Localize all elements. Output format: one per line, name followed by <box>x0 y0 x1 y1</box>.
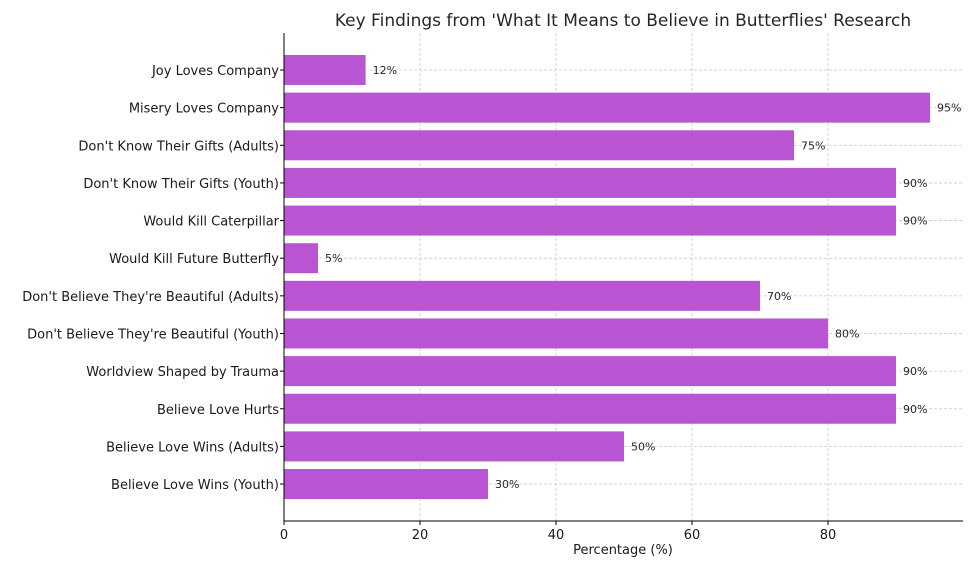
category-label: Would Kill Caterpillar <box>143 215 279 230</box>
category-label: Don't Believe They're Beautiful (Youth) <box>27 327 279 342</box>
bar-value-label: 5% <box>325 252 342 265</box>
bar-value-label: 95% <box>937 102 961 115</box>
bars: 12% 95% 75% 90% 90% 5% 70% 80% 90% 90% 50% 30% <box>284 55 961 500</box>
category-label: Don't Know Their Gifts (Adults) <box>78 139 279 154</box>
category-label: Would Kill Future Butterfly <box>109 252 279 267</box>
x-tick-label: 80 <box>820 528 837 543</box>
x-tick-label: 0 <box>280 528 288 543</box>
bar-value-label: 90% <box>903 365 927 378</box>
bar <box>284 92 930 123</box>
bar <box>284 55 366 85</box>
bar-value-label: 12% <box>373 64 397 77</box>
category-labels: Joy Loves Company Misery Loves Company Don… <box>22 64 279 493</box>
category-label: Believe Love Wins (Youth) <box>111 478 279 493</box>
bar <box>284 243 318 274</box>
chart-title: Key Findings from 'What It Means to Beli… <box>335 11 911 31</box>
category-label: Believe Love Wins (Adults) <box>106 440 279 455</box>
category-label: Misery Loves Company <box>129 102 279 117</box>
bar <box>284 167 896 198</box>
bar-value-label: 80% <box>835 327 859 340</box>
bar-value-label: 90% <box>903 403 927 416</box>
bar <box>284 393 896 424</box>
bar-value-label: 90% <box>903 215 927 228</box>
x-tick-label: 60 <box>684 528 701 543</box>
bar-value-label: 70% <box>767 290 791 303</box>
axes <box>283 33 963 522</box>
bar-value-label: 90% <box>903 177 927 190</box>
bar <box>284 130 794 161</box>
category-label: Believe Love Hurts <box>157 403 279 418</box>
category-label: Don't Believe They're Beautiful (Adults) <box>22 290 279 305</box>
x-ticks: 0 20 40 60 80 <box>280 69 837 543</box>
category-label: Don't Know Their Gifts (Youth) <box>83 177 279 192</box>
category-label: Worldview Shaped by Trauma <box>86 365 279 380</box>
x-tick-label: 40 <box>548 528 565 543</box>
bar <box>284 431 624 462</box>
x-tick-label: 20 <box>412 528 429 543</box>
bar-value-label: 30% <box>495 478 519 491</box>
bar <box>284 356 896 387</box>
bar <box>284 318 828 349</box>
bar-value-label: 75% <box>801 139 825 152</box>
x-axis-label: Percentage (%) <box>573 543 673 558</box>
bar <box>284 280 760 311</box>
bar-value-label: 50% <box>631 440 655 453</box>
bar <box>284 469 488 500</box>
category-label: Joy Loves Company <box>151 64 279 79</box>
bar <box>284 205 896 236</box>
